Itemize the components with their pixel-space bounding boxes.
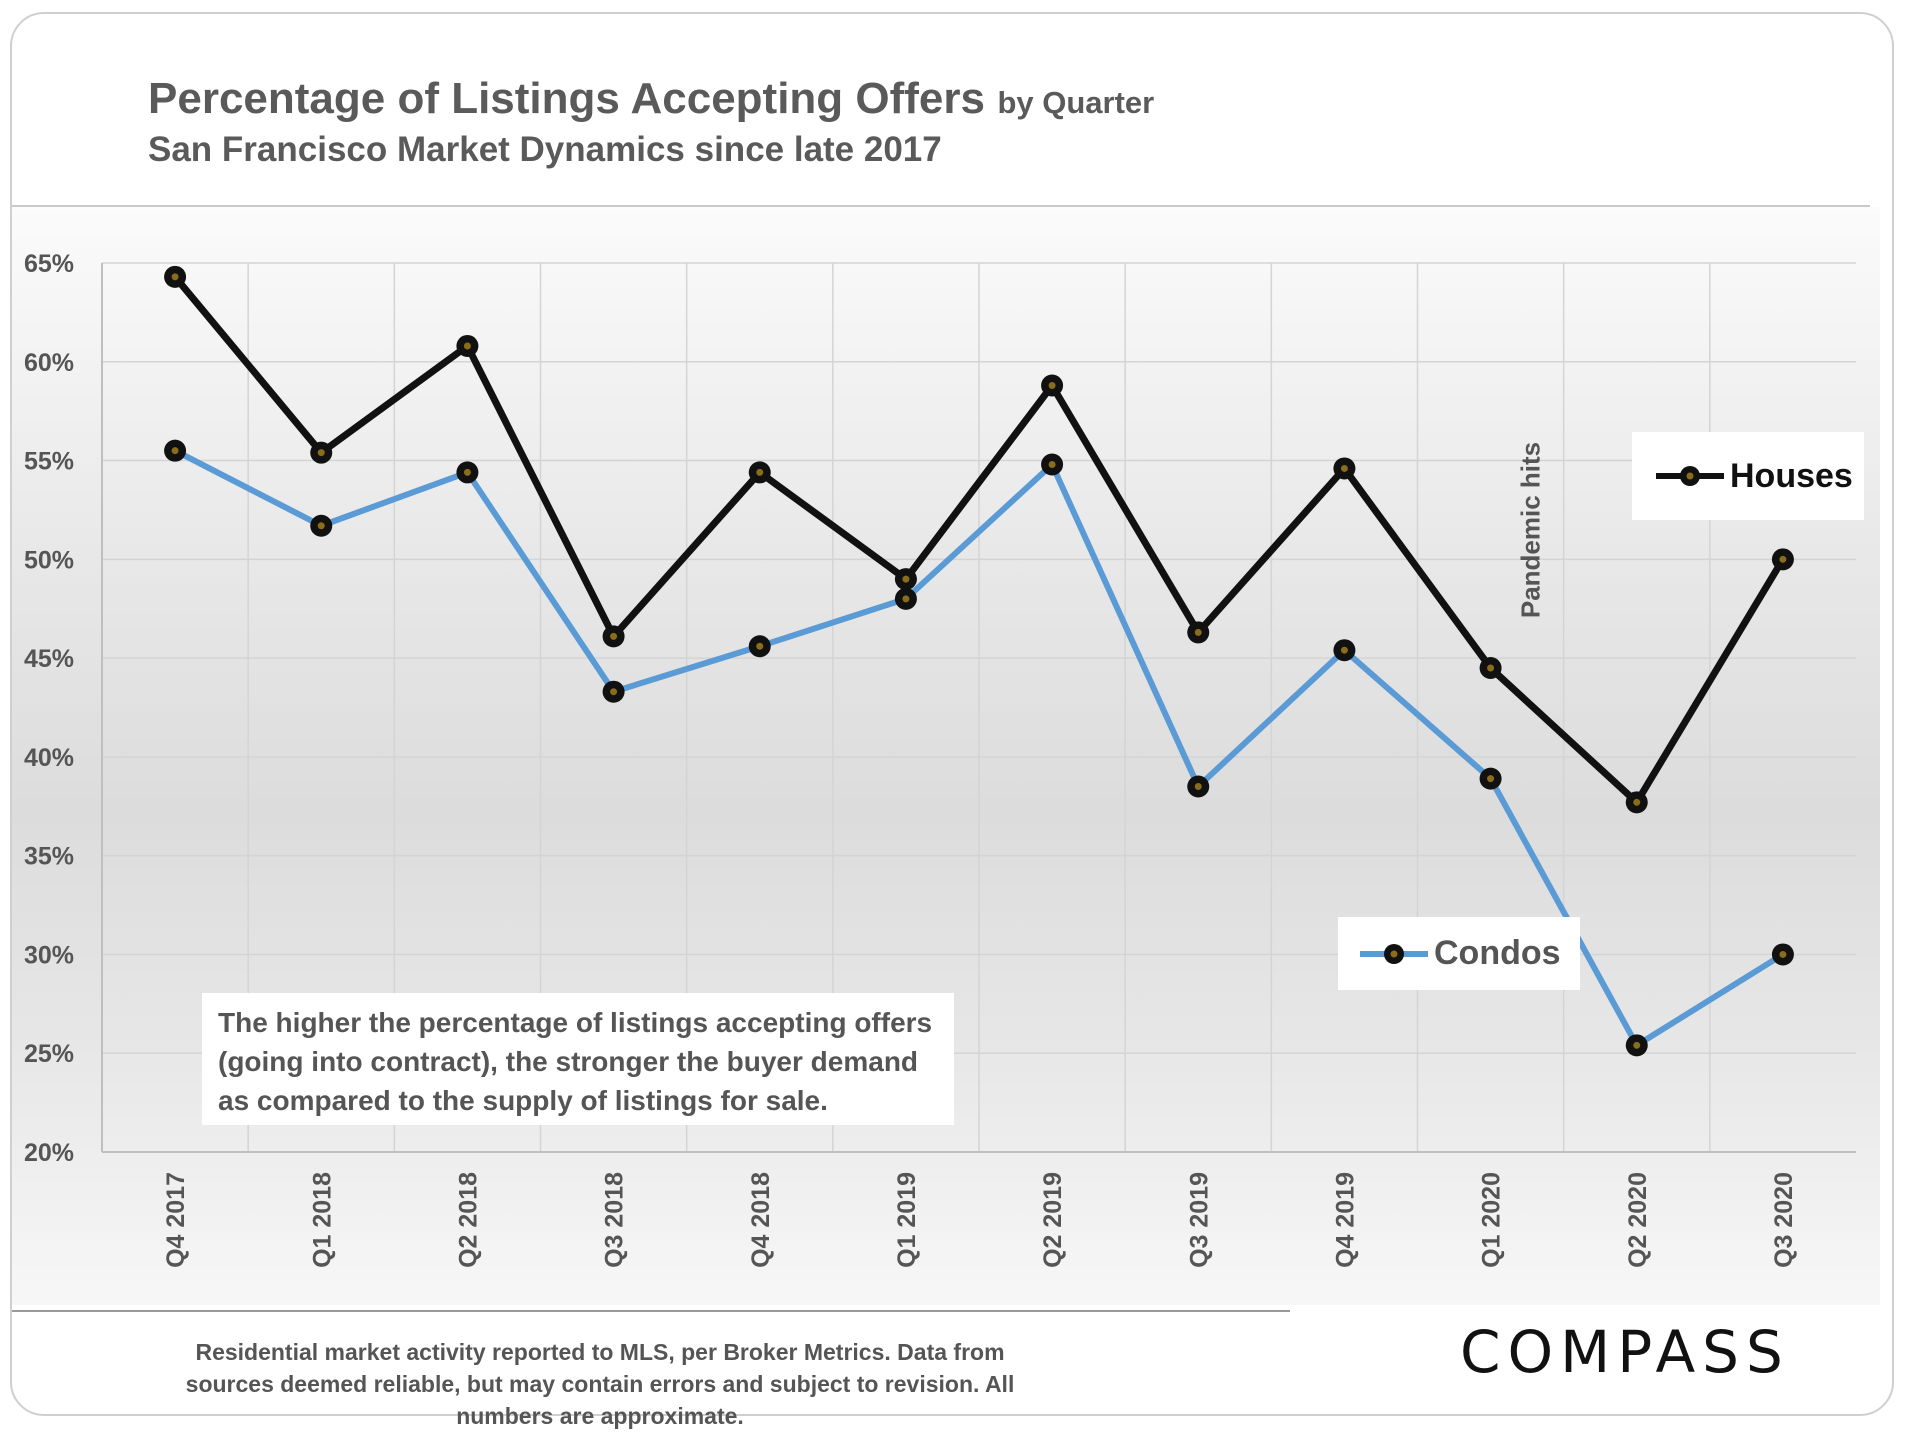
chart-title: Percentage of Listings Accepting Offers [148,74,985,123]
y-tick-label: 35% [24,843,74,871]
y-tick-label: 40% [24,744,74,772]
point-center-houses [1779,555,1787,563]
event-label: Pandemic hits [1516,442,1546,618]
x-tick-label: Q2 2019 [1039,1172,1067,1268]
y-tick-label: 65% [24,250,74,278]
series-line-houses [171,273,1787,806]
x-tick-label: Q1 2019 [893,1172,921,1268]
x-tick-label: Q4 2018 [747,1172,775,1268]
y-tick-label: 30% [24,941,74,969]
point-center-condos [610,688,618,696]
x-tick-label: Q2 2018 [454,1172,482,1268]
x-tick-label: Q1 2018 [308,1172,336,1268]
point-center-houses [610,632,618,640]
series-line-condos [172,447,1786,1049]
y-tick-label: 55% [24,448,74,476]
point-center-houses [756,468,764,476]
title-divider [12,205,1870,207]
legend-houses-label: Houses [1730,456,1853,495]
x-tick-label: Q1 2020 [1478,1172,1506,1268]
point-center-houses [1340,464,1348,472]
x-tick-label: Q4 2019 [1331,1172,1359,1268]
legend-condos-swatch [1360,943,1428,964]
point-center-condos [1340,646,1348,654]
y-tick-label: 20% [24,1139,74,1167]
legend-condos: Condos [1338,917,1580,990]
y-tick-label: 45% [24,645,74,673]
point-center-condos [756,642,764,650]
annotation-text: The higher the percentage of listings ac… [218,1007,933,1116]
point-center-condos [1487,775,1495,783]
x-tick-label: Q2 2020 [1624,1172,1652,1268]
point-center-condos [171,447,179,455]
legend-condos-label: Condos [1434,934,1561,972]
x-tick-label: Q3 2020 [1770,1172,1798,1268]
point-center-houses [1487,664,1495,672]
legend-houses: Houses [1632,432,1864,520]
y-tick-label: 50% [24,546,74,574]
point-center-houses [171,273,179,281]
chart-title-row: Percentage of Listings Accepting Offers … [148,74,1154,124]
point-center-condos [1633,1041,1641,1049]
point-center-houses [463,342,471,350]
compass-logo: COMPASS [1460,1318,1790,1386]
y-tick-label: 60% [24,349,74,377]
x-tick-label: Q3 2018 [601,1172,629,1268]
point-center-condos [902,595,910,603]
y-tick-label: 25% [24,1040,74,1068]
x-tick-label: Q4 2017 [162,1172,190,1268]
point-center-houses [902,575,910,583]
point-center-condos [463,468,471,476]
point-center-houses [1194,628,1202,636]
chart-subtitle: San Francisco Market Dynamics since late… [148,130,942,169]
footer-divider [12,1310,1290,1312]
footnote: Residential market activity reported to … [185,1339,1015,1429]
point-center-condos [1194,783,1202,791]
point-center-houses [1633,798,1641,806]
point-center-houses [317,449,325,457]
x-tick-label: Q3 2019 [1185,1172,1213,1268]
annotation-box: The higher the percentage of listings ac… [202,993,954,1125]
point-center-condos [317,522,325,530]
chart-title-suffix: by Quarter [997,85,1155,120]
point-center-condos [1048,461,1056,469]
legend-houses-swatch [1656,466,1724,486]
point-center-condos [1779,950,1787,958]
point-center-houses [1048,381,1056,389]
